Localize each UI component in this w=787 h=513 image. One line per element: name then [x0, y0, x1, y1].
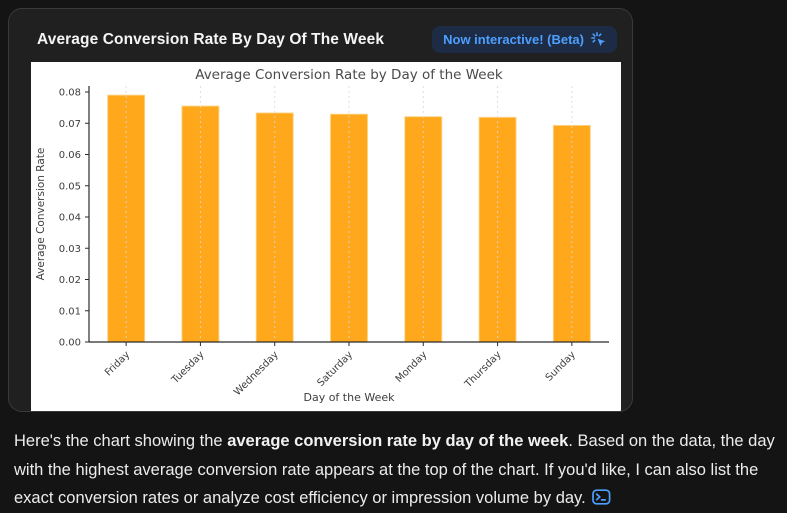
cursor-click-icon	[591, 32, 606, 47]
x-tick-label: Monday	[394, 349, 430, 385]
terminal-icon[interactable]	[592, 489, 611, 505]
y-tick-label: 0.03	[59, 244, 81, 255]
x-tick-label: Wednesday	[232, 349, 281, 398]
y-tick-label: 0.05	[59, 181, 81, 192]
card-header: Average Conversion Rate By Day Of The We…	[9, 9, 632, 62]
y-tick-label: 0.08	[59, 88, 81, 99]
assistant-message: Here's the chart showing the average con…	[14, 427, 776, 513]
chart-artifact-card: Average Conversion Rate By Day Of The We…	[8, 8, 633, 412]
x-tick-label: Sunday	[544, 349, 578, 383]
interactive-beta-badge[interactable]: Now interactive! (Beta)	[432, 26, 617, 53]
y-tick-label: 0.00	[59, 338, 81, 349]
y-tick-label: 0.07	[59, 119, 81, 130]
message-text-2: . Based on the data, the day with the hi…	[14, 432, 775, 508]
y-tick-label: 0.02	[59, 275, 81, 286]
card-title: Average Conversion Rate By Day Of The We…	[37, 30, 385, 48]
x-tick-label: Tuesday	[169, 349, 206, 386]
x-tick-label: Friday	[103, 349, 132, 378]
chart-container[interactable]: 0.00 0.01 0.02 0.03 0.04 0.05 0.06 0.07 0.08 Frid…	[31, 62, 621, 411]
y-axis-label: Average Conversion Rate	[35, 148, 47, 281]
chart-title: Average Conversion Rate by Day of the We…	[195, 67, 503, 83]
y-tick-label: 0.01	[59, 306, 81, 317]
bar-thursday[interactable]	[478, 116, 517, 343]
badge-label: Now interactive! (Beta)	[443, 32, 584, 47]
x-tick-label: Thursday	[462, 349, 503, 390]
bar-monday[interactable]	[404, 116, 443, 343]
message-text-1: Here's the chart showing the	[14, 432, 228, 450]
y-tick-label: 0.04	[59, 213, 81, 224]
x-axis-label: Day of the Week	[303, 391, 395, 404]
message-text-bold: average conversion rate by day of the we…	[227, 432, 569, 450]
bar-chart[interactable]: 0.00 0.01 0.02 0.03 0.04 0.05 0.06 0.07 0.08 Frid…	[31, 62, 621, 411]
x-tick-label: Saturday	[315, 349, 355, 389]
y-tick-label: 0.06	[59, 150, 81, 161]
